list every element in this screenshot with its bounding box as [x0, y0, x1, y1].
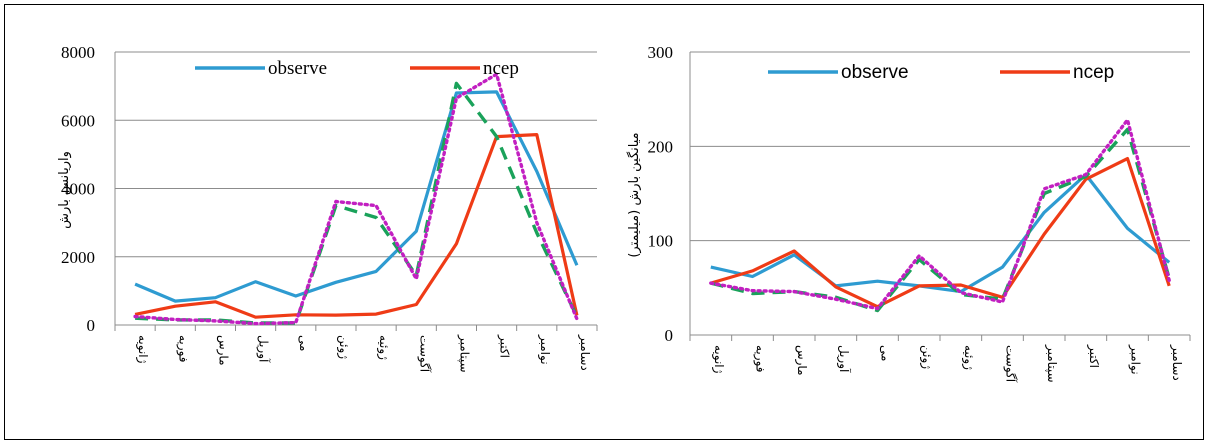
figure-frame: [4, 4, 1204, 440]
legend-label: ncep: [483, 58, 519, 79]
y-tick-label: 2000: [61, 248, 95, 267]
x-tick-label: ژوئیه: [376, 335, 391, 360]
x-tick-label: آوریل: [836, 345, 852, 373]
y-axis-label: واریانس بارش: [57, 151, 72, 229]
x-tick-label: ژوئن: [336, 335, 351, 359]
x-tick-label: نوامبر: [1128, 344, 1143, 375]
legend-label: observe: [268, 58, 327, 79]
x-tick-label: می: [879, 345, 893, 361]
x-tick-label: مارس: [215, 335, 230, 366]
x-tick-label: ژوئیه: [961, 345, 976, 370]
series-line-ncep: [710, 157, 1171, 309]
y-tick-label: 8000: [61, 43, 95, 62]
legend-label: observe: [841, 62, 909, 83]
y-tick-label: 200: [648, 137, 674, 156]
legend-label: ncep: [1073, 62, 1114, 83]
x-tick-label: مارس: [794, 345, 809, 376]
series-line-ncep: [134, 133, 579, 319]
y-tick-label: 100: [648, 232, 674, 251]
x-tick-label: فوریه: [753, 345, 768, 373]
x-tick-label: آوریل: [256, 335, 272, 363]
y-tick-label: 0: [87, 316, 96, 335]
y-tick-label: 4000: [61, 180, 95, 199]
y-axis-label: میانگین بارش (میلیمتر): [626, 132, 642, 257]
x-tick-label: نوامبر: [537, 334, 552, 365]
x-tick-label: ژانویه: [135, 335, 150, 364]
series-line-series-3: [710, 127, 1171, 313]
series-line-series-4: [709, 118, 1171, 311]
x-tick-label: ژانویه: [711, 345, 726, 374]
x-tick-label: اکتبر: [497, 334, 512, 358]
chart-2: 0 100 200 300 ژانویه فوریه مارس آوریل می ژوئن ژوئی…: [626, 43, 1191, 383]
x-tick-label: آگوست: [1003, 345, 1019, 383]
x-tick-label: آگوست: [416, 335, 432, 373]
y-tick-label: 6000: [61, 111, 95, 130]
x-tick-label: فوریه: [175, 335, 190, 363]
y-tick-label: 300: [648, 43, 674, 62]
series-line-series-4: [133, 72, 579, 326]
x-tick-label: ژوئن: [919, 345, 934, 369]
chart-1: 0 2000 4000 6000 8000 ژانویه فوریه مارس آوریل می ژ…: [57, 43, 598, 373]
x-tick-label: می: [297, 335, 311, 351]
series-line-observe: [134, 90, 579, 303]
x-tick-label: سپتامبر: [456, 334, 471, 373]
x-tick-label: دسامبر: [1169, 344, 1184, 381]
x-tick-label: اکتبر: [1086, 344, 1101, 368]
x-tick-label: دسامبر: [577, 334, 592, 371]
series-line-observe: [710, 173, 1171, 294]
x-tick-label: سپتامبر: [1044, 344, 1059, 383]
y-tick-label: 0: [665, 326, 674, 345]
